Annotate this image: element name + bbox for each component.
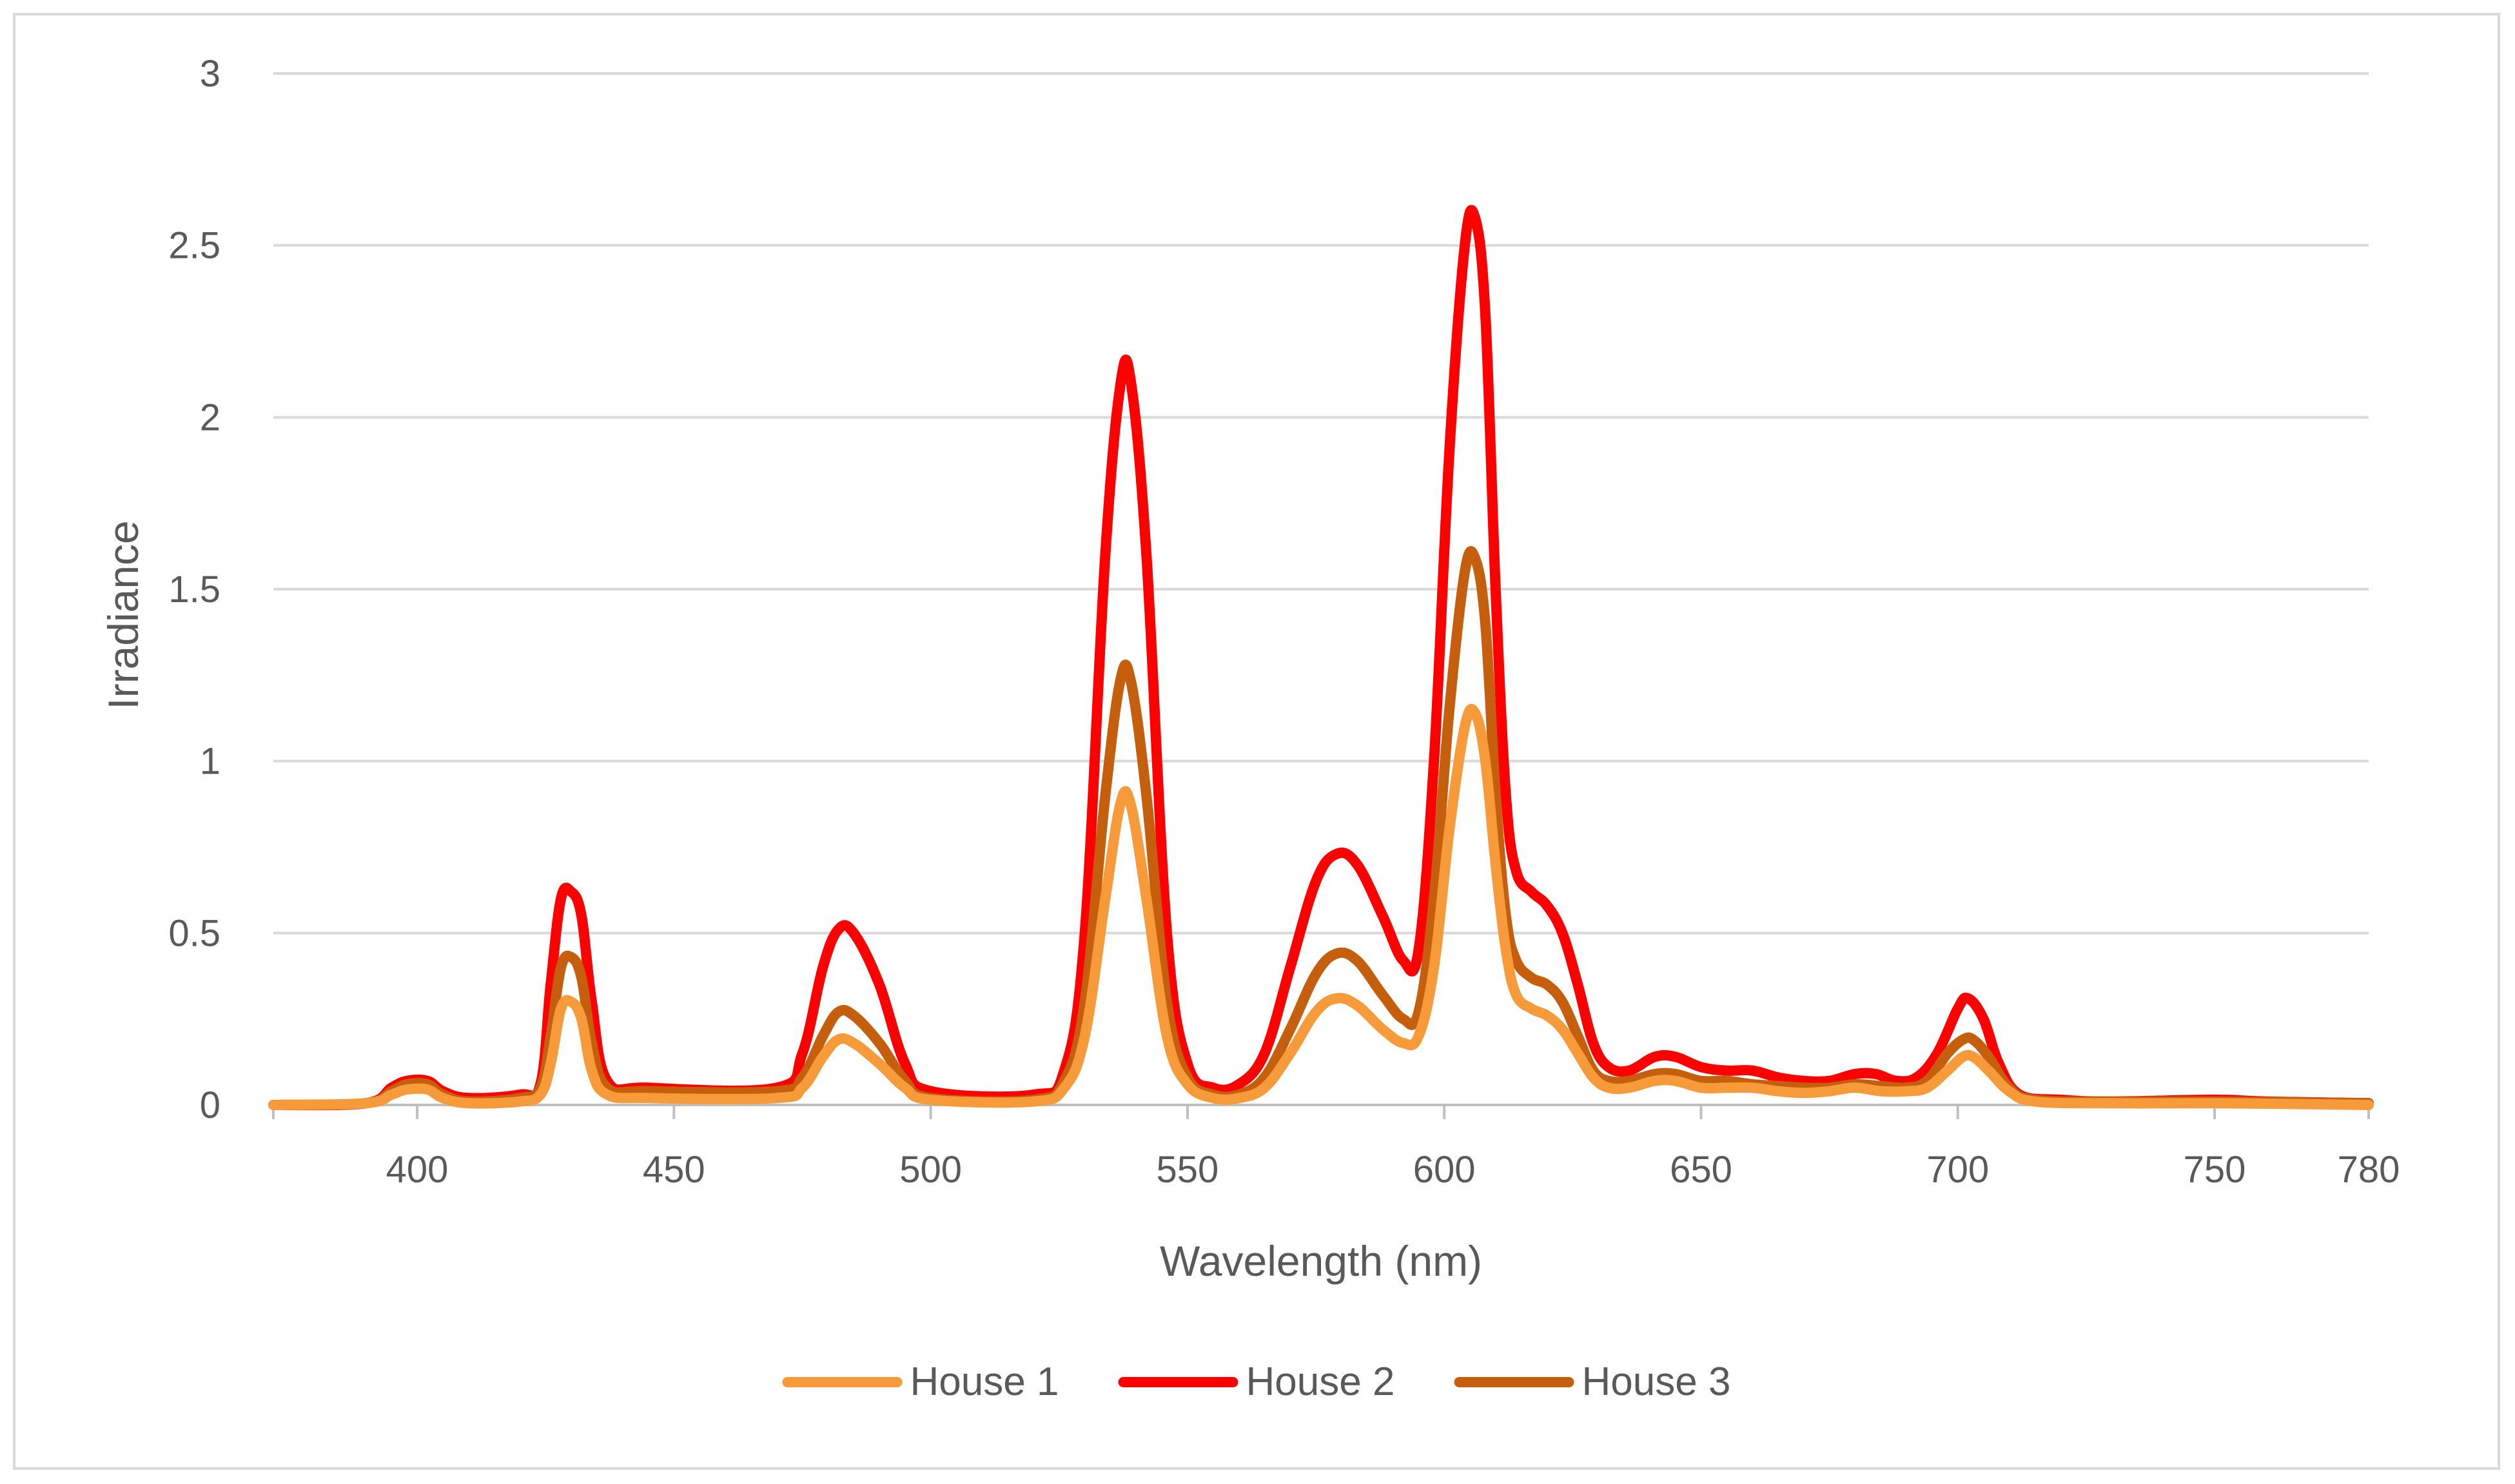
legend-label-house-2: House 2 [1246,1360,1395,1404]
series-lines [268,204,2374,1111]
x-axis: 400 450 500 550 600 650 700 750 780 [272,1104,2400,1191]
x-tick-label: 450 [643,1149,705,1191]
gridlines [273,72,2369,935]
y-axis: 0 0.5 1 1.5 2 2.5 3 [168,53,220,1126]
x-tick-label: 780 [2338,1149,2400,1191]
y-tick-label: 2 [200,396,220,438]
legend: House 1 House 2 House 3 [782,1360,1731,1404]
y-tick-label: 1 [200,741,220,783]
y-tick-label: 1.5 [168,569,220,610]
x-tick-label: 650 [1670,1149,1732,1191]
line-chart: 400 450 500 550 600 650 700 750 780 0 0.5 1 1.5 2 2.5… [99,53,2400,1404]
legend-label-house-3: House 3 [1582,1360,1731,1404]
x-tick-label: 400 [386,1149,449,1191]
x-tick-label: 700 [1926,1149,1989,1191]
series-line-house-1 [268,703,2374,1110]
legend-label-house-1: House 1 [910,1360,1059,1404]
x-tick-label: 500 [899,1149,962,1191]
y-tick-label: 0 [200,1084,220,1126]
y-tick-label: 0.5 [168,912,220,954]
x-tick-label: 600 [1413,1149,1476,1191]
y-tick-label: 2.5 [168,225,220,267]
series-line-house-3 [268,546,2374,1110]
y-tick-label: 3 [200,53,220,95]
x-axis-title: Wavelength (nm) [1160,1237,1482,1285]
x-tick-label: 750 [2184,1149,2246,1191]
x-tick-label: 550 [1157,1149,1219,1191]
y-axis-title: Irradiance [99,520,147,710]
chart-frame: 400 450 500 550 600 650 700 750 780 0 0.5 1 1.5 2 2.5… [13,13,2500,1470]
